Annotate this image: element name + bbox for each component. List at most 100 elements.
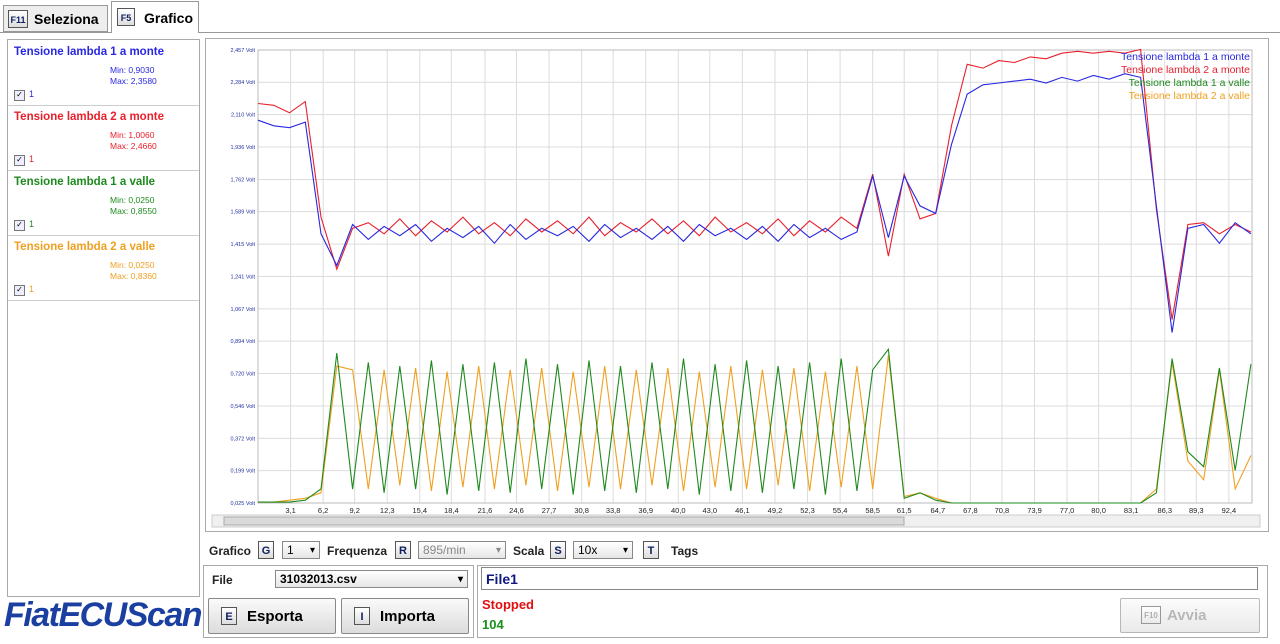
x-tick-label: 40,0 (671, 506, 686, 515)
y-tick-label: 2,457 Volt (231, 48, 256, 54)
logo: FiatECUScan (4, 596, 203, 634)
file-name: File1 (481, 567, 1258, 590)
channel-name: Tensione lambda 1 a valle (14, 176, 156, 188)
y-tick-label: 1,762 Volt (231, 177, 256, 183)
tab-key: F11 (8, 10, 28, 28)
x-tick-label: 9,2 (349, 506, 359, 515)
legend-entry: Tensione lambda 1 a valle (1129, 77, 1251, 89)
dropdown[interactable]: 31032013.csv (275, 570, 468, 588)
key: R (395, 541, 411, 559)
x-tick-label: 73,9 (1027, 506, 1042, 515)
key: F10 (1141, 606, 1161, 624)
channel-name: Tensione lambda 1 a monte (14, 46, 164, 58)
dropdown[interactable]: 10x (573, 541, 633, 559)
x-tick-label: 30,8 (574, 506, 589, 515)
x-tick-label: 89,3 (1189, 506, 1204, 515)
x-tick-label: 27,7 (542, 506, 557, 515)
channel-max: Max: 0,8360 (110, 271, 157, 281)
file-panel: File 31032013.csv E Esporta I Importa (203, 565, 474, 638)
checkbox[interactable]: ✓ (14, 155, 25, 166)
y-tick-label: 1,936 Volt (231, 145, 256, 151)
channel-name: Tensione lambda 2 a monte (14, 111, 164, 123)
channel-check: 1 (29, 89, 35, 99)
x-tick-label: 12,3 (380, 506, 395, 515)
button[interactable]: I Importa (341, 598, 469, 634)
channel-min: Min: 1,0060 (110, 130, 155, 140)
x-tick-label: 18,4 (444, 506, 459, 515)
series-line (258, 347, 1252, 504)
x-tick-label: 86,3 (1157, 506, 1172, 515)
checkbox[interactable]: ✓ (14, 220, 25, 231)
x-tick-label: 64,7 (931, 506, 946, 515)
channel: Tensione lambda 2 a monte Min: 1,0060 Max:… (8, 105, 199, 171)
checkbox[interactable]: ✓ (14, 285, 25, 296)
tab-label: Seleziona (34, 11, 99, 27)
channel-max: Max: 2,3580 (110, 76, 157, 86)
button-label: Avvia (1167, 607, 1207, 624)
chart-controls: Grafico G 1 Frequenza R 895/min Scala S … (208, 541, 1268, 561)
tab[interactable]: F5 Grafico (111, 1, 199, 33)
channel-check: 1 (29, 154, 35, 164)
series-line (257, 48, 1252, 320)
y-tick-label: 0,372 Volt (231, 436, 256, 442)
key: G (258, 541, 274, 559)
status-panel: File1 Stopped 104 F10 Avvia (477, 565, 1268, 638)
channel: Tensione lambda 2 a valle Min: 0,0250 Max:… (8, 235, 199, 301)
x-tick-label: 52,3 (800, 506, 815, 515)
x-tick-label: 46,1 (735, 506, 750, 515)
y-tick-label: 0,199 Volt (231, 469, 256, 475)
tab-key: F5 (117, 8, 135, 26)
button: F10 Avvia (1120, 598, 1260, 633)
key[interactable]: T (643, 541, 659, 559)
channel-check: 1 (29, 219, 35, 229)
key: S (550, 541, 566, 559)
channel-min: Min: 0,0250 (110, 195, 155, 205)
x-tick-label: 61,5 (897, 506, 912, 515)
button-label: Importa (380, 608, 436, 625)
y-tick-label: 1,589 Volt (231, 210, 256, 216)
x-tick-label: 58,5 (865, 506, 880, 515)
count: 104 (482, 617, 504, 632)
series-line (257, 73, 1252, 333)
y-tick-label: 0,025 Volt (231, 501, 256, 507)
channel-check: 1 (29, 284, 35, 294)
channel: Tensione lambda 1 a valle Min: 0,0250 Max:… (8, 170, 199, 236)
channel-name: Tensione lambda 2 a valle (14, 241, 156, 253)
x-tick-label: 6,2 (318, 506, 328, 515)
plot-border (257, 49, 1253, 504)
tab-rule (0, 32, 1280, 33)
state: Stopped (482, 597, 534, 612)
channel-max: Max: 2,4660 (110, 141, 157, 151)
dropdown[interactable]: 1 (282, 541, 320, 559)
channel: Tensione lambda 1 a monte Min: 0,9030 Max:… (8, 40, 199, 106)
y-tick-label: 1,241 Volt (231, 275, 256, 281)
y-tick-label: 0,894 Volt (231, 339, 256, 345)
x-tick-label: 3,1 (285, 506, 295, 515)
x-tick-label: 15,4 (413, 506, 428, 515)
y-tick-label: 2,110 Volt (231, 113, 256, 119)
legend-entry: Tensione lambda 2 a monte (1121, 64, 1250, 76)
legend-entry: Tensione lambda 1 a monte (1121, 51, 1250, 63)
button-label: Esporta (247, 608, 303, 625)
tab[interactable]: F11 Seleziona (3, 5, 108, 32)
x-tick-label: 67,8 (963, 506, 978, 515)
key: E (221, 607, 237, 625)
label: Grafico (209, 544, 252, 558)
scrollbar-thumb (223, 516, 905, 526)
checkbox[interactable]: ✓ (14, 90, 25, 101)
channel-max: Max: 0,8550 (110, 206, 157, 216)
x-tick-label: 70,8 (995, 506, 1010, 515)
y-tick-label: 1,067 Volt (231, 307, 256, 313)
x-tick-label: 43,0 (703, 506, 718, 515)
x-tick-label: 33,8 (606, 506, 621, 515)
channel-min: Min: 0,0250 (110, 260, 155, 270)
dropdown: 895/min (418, 541, 506, 559)
button[interactable]: E Esporta (208, 598, 336, 634)
tab-label: Grafico (144, 10, 194, 26)
label: Tags (671, 544, 699, 558)
y-tick-label: 2,284 Volt (231, 80, 256, 86)
x-tick-label: 77,0 (1060, 506, 1075, 515)
y-tick-label: 0,720 Volt (231, 372, 256, 378)
label: Frequenza (327, 544, 388, 558)
